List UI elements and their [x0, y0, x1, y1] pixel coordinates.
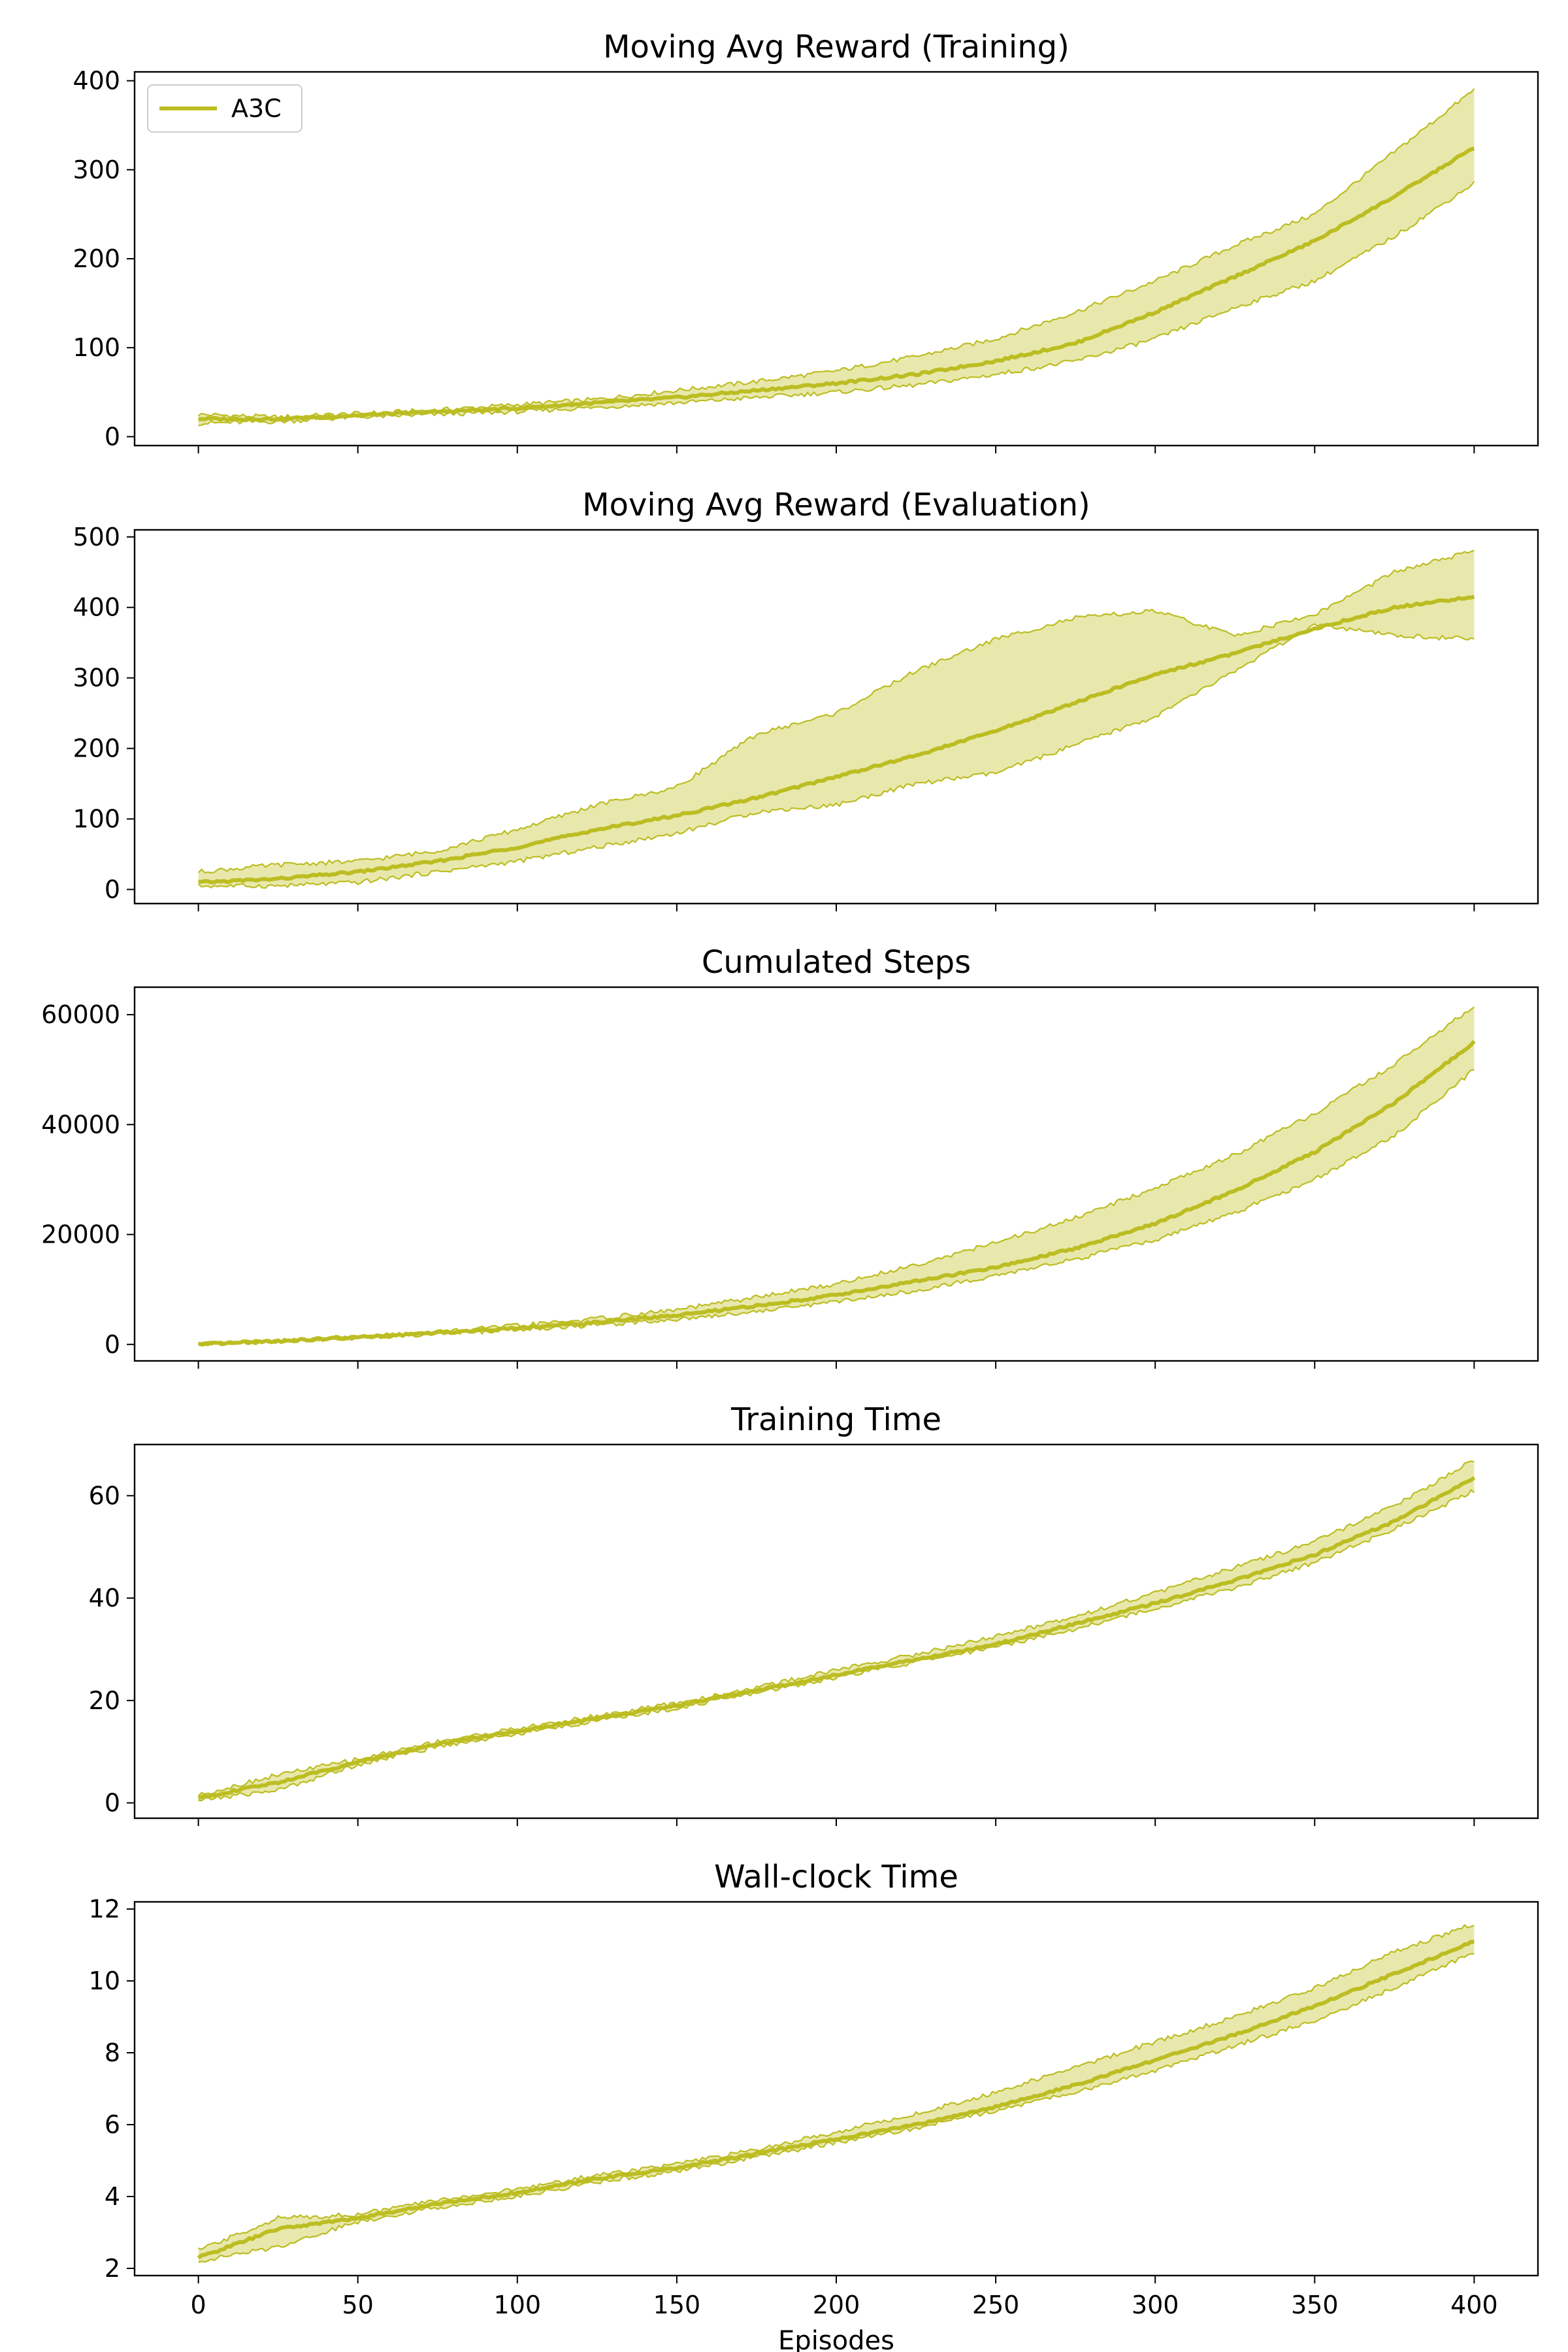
- upper-bound-line: [198, 1923, 1475, 2251]
- confidence-band: [198, 1925, 1475, 2262]
- y-tick-label: 100: [73, 333, 120, 362]
- x-tick-label: 100: [494, 2291, 542, 2319]
- y-tick-label: 400: [73, 593, 120, 622]
- y-tick-label: 200: [73, 244, 120, 273]
- subplot-1: Moving Avg Reward (Training) 0 100 200 300 40…: [73, 29, 1539, 453]
- y-tick-label: 0: [105, 875, 120, 904]
- subplot-2: Moving Avg Reward (Evaluation) 0 100 200 300…: [73, 487, 1539, 911]
- y-tick-label: 200: [73, 734, 120, 763]
- upper-bound-line: [197, 88, 1475, 420]
- confidence-band: [198, 1007, 1475, 1347]
- subplot-4: Training Time 0 20 40 60: [89, 1401, 1539, 1826]
- y-tick-label: 100: [73, 804, 120, 833]
- subplot-title: Moving Avg Reward (Evaluation): [582, 487, 1090, 523]
- y-tick-label: 0: [105, 1788, 120, 1817]
- upper-bound-line: [197, 1460, 1475, 1797]
- legend-label: A3C: [231, 94, 282, 123]
- x-tick-label: 300: [1132, 2291, 1179, 2319]
- y-tick-label: 400: [73, 67, 120, 95]
- y-tick-label: 6: [105, 2110, 120, 2139]
- series-line-A3C: [198, 146, 1475, 422]
- y-tick-label: 12: [89, 1895, 120, 1923]
- x-tick-label: 50: [342, 2291, 374, 2319]
- y-tick-label: 4: [105, 2182, 120, 2211]
- y-tick-label: 40000: [41, 1110, 120, 1139]
- series-line-A3C: [197, 1940, 1475, 2260]
- confidence-band: [198, 550, 1475, 889]
- confidence-band: [198, 88, 1475, 426]
- subplot-title: Training Time: [730, 1401, 941, 1438]
- x-tick-label: 200: [813, 2291, 860, 2319]
- y-tick-label: 0: [105, 422, 120, 451]
- y-tick-label: 2: [105, 2254, 120, 2283]
- y-tick-label: 10: [89, 1967, 120, 1995]
- upper-bound-line: [197, 549, 1475, 874]
- legend: A3C: [147, 84, 302, 133]
- subplot-title: Cumulated Steps: [702, 944, 971, 981]
- y-tick-label: 300: [73, 155, 120, 184]
- y-tick-label: 300: [73, 664, 120, 693]
- y-tick-label: 0: [105, 1330, 120, 1359]
- y-tick-label: 60000: [41, 1000, 120, 1029]
- series-line-A3C: [197, 1476, 1476, 1800]
- legend-box: [147, 84, 302, 133]
- y-tick-label: 60: [89, 1481, 120, 1510]
- lower-bound-line: [197, 1069, 1475, 1346]
- y-tick-label: 40: [89, 1584, 120, 1612]
- subplot-title: Moving Avg Reward (Training): [603, 29, 1070, 65]
- subplot-5: Wall-clock Time 2 4 6 8 10 12 0 50 100 150 200 250 30…: [89, 1859, 1539, 2319]
- lower-bound-line: [198, 180, 1475, 427]
- subplot-title: Wall-clock Time: [714, 1859, 958, 1895]
- series-line-A3C: [198, 595, 1475, 885]
- subplot-3: Cumulated Steps 0 20000 40000 60000: [41, 944, 1539, 1369]
- x-tick-label: 250: [972, 2291, 1020, 2319]
- y-tick-label: 500: [73, 523, 120, 551]
- y-tick-label: 8: [105, 2038, 120, 2067]
- confidence-band: [198, 1461, 1475, 1801]
- y-tick-label: 20: [89, 1686, 120, 1715]
- y-tick-label: 20000: [41, 1220, 120, 1249]
- x-axis-label: Episodes: [778, 2326, 894, 2352]
- x-tick-label: 150: [653, 2291, 701, 2319]
- x-tick-label: 400: [1450, 2291, 1498, 2319]
- lower-bound-line: [197, 623, 1475, 889]
- x-tick-label: 350: [1291, 2291, 1339, 2319]
- x-tick-label: 0: [191, 2291, 206, 2319]
- series-line-A3C: [198, 1039, 1476, 1347]
